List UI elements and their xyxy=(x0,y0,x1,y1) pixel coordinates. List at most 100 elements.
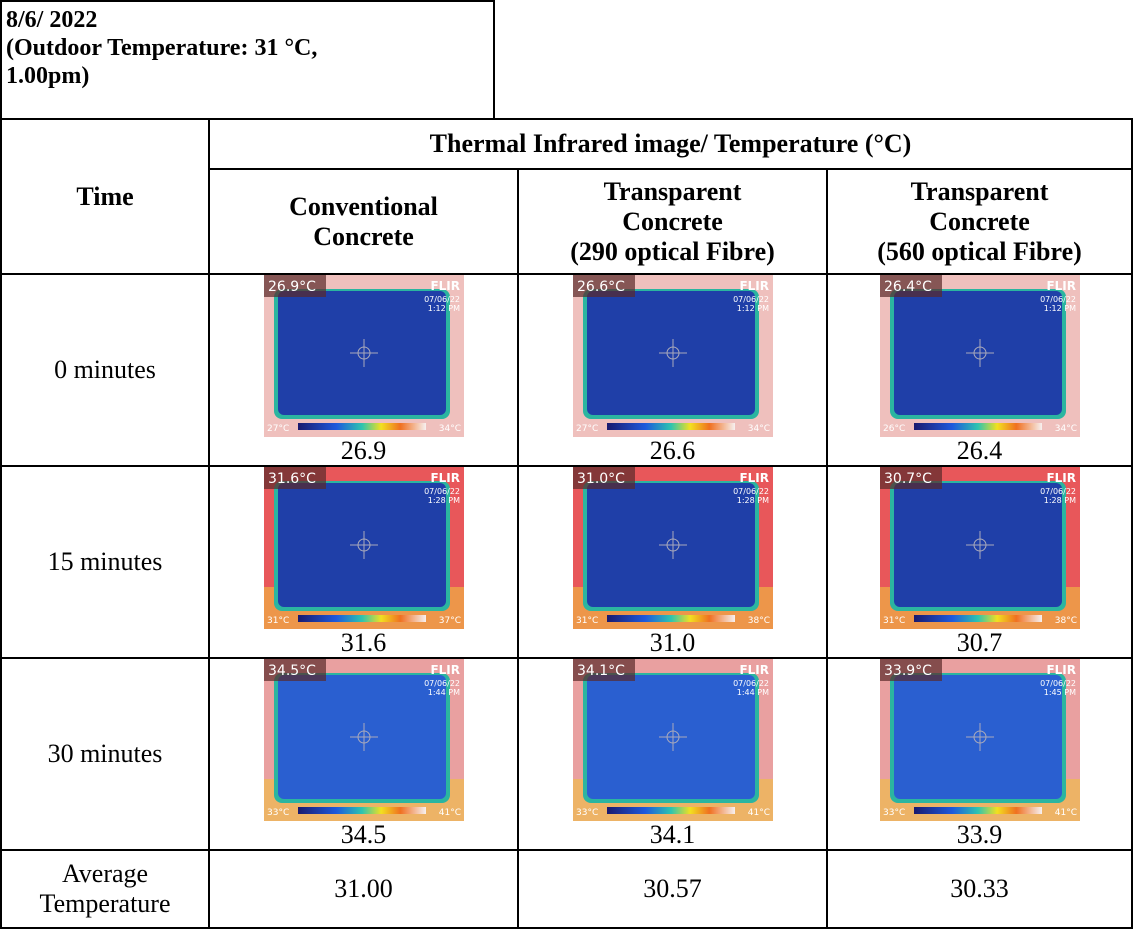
scale-min: 31°C xyxy=(576,616,598,626)
thermal-image: 26.9°C FLIR 07/06/221:12 PM 27°C 34°C xyxy=(264,275,464,437)
image-time: 1:44 PM xyxy=(427,688,459,697)
image-date: 07/06/22 xyxy=(424,679,460,688)
text-line: Concrete xyxy=(519,207,826,237)
text-line: 8/6/ 2022 xyxy=(6,6,493,34)
cell-value: 33.9 xyxy=(828,821,1131,849)
average-value: 31.00 xyxy=(209,850,518,928)
reading: 31.6°C xyxy=(268,471,316,487)
brand: FLIR xyxy=(430,279,460,293)
image-date: 07/06/22 xyxy=(424,295,460,304)
image-date: 07/06/22 xyxy=(733,487,769,496)
text-line: (290 optical Fibre) xyxy=(519,237,826,267)
time-cell: 15 minutes xyxy=(1,466,209,658)
cell-value: 34.1 xyxy=(519,821,826,849)
thermal-image: 33.9°CFLIR07/06/221:45 PM33°C41°C xyxy=(880,659,1080,821)
cell-value: 26.9 xyxy=(210,437,517,465)
brand: FLIR xyxy=(739,471,769,485)
reading: 34.5°C xyxy=(268,663,316,679)
scale-min: 33°C xyxy=(576,808,598,818)
page: 8/6/ 2022(Outdoor Temperature: 31 °C,1.0… xyxy=(0,0,1133,927)
scale-min: 26°C xyxy=(883,424,905,434)
scale-max: 38°C xyxy=(1054,616,1076,626)
image-cell: 34.1°CFLIR07/06/221:44 PM33°C41°C34.1 xyxy=(518,658,827,850)
reading: 30.7°C xyxy=(884,471,932,487)
scale-max: 38°C xyxy=(747,616,769,626)
text-line: (560 optical Fibre) xyxy=(828,237,1131,267)
text-line: 1.00pm) xyxy=(6,62,493,90)
text-line: Concrete xyxy=(210,222,517,252)
reading: 26.9°C xyxy=(268,279,316,295)
cell-value: 26.6 xyxy=(519,437,826,465)
image-date: 07/06/22 xyxy=(1040,679,1076,688)
reading: 26.4°C xyxy=(884,279,932,295)
time-cell: 30 minutes xyxy=(1,658,209,850)
scale-bar xyxy=(607,615,735,622)
scale-bar xyxy=(298,807,426,814)
scale-bar xyxy=(914,423,1042,430)
scale-max: 34°C xyxy=(1054,424,1076,434)
image-time: 1:28 PM xyxy=(1043,496,1075,505)
scale-bar xyxy=(607,807,735,814)
scale-max: 41°C xyxy=(747,808,769,818)
scale-max: 41°C xyxy=(438,808,460,818)
time-header: Time xyxy=(1,119,209,274)
text-line: Transparent xyxy=(828,177,1131,207)
image-date: 07/06/22 xyxy=(733,679,769,688)
scale-bar xyxy=(607,423,735,430)
image-time: 1:28 PM xyxy=(427,496,459,505)
scale-min: 31°C xyxy=(267,616,289,626)
brand: FLIR xyxy=(1046,279,1076,293)
image-date: 07/06/22 xyxy=(1040,295,1076,304)
time-cell: 0 minutes xyxy=(1,274,209,466)
thermal-image: 26.4°C FLIR 07/06/221:12 PM 26°C 34°C xyxy=(880,275,1080,437)
scale-bar xyxy=(298,423,426,430)
text-line: Transparent xyxy=(519,177,826,207)
brand: FLIR xyxy=(1046,471,1076,485)
cell-value: 26.4 xyxy=(828,437,1131,465)
image-time: 1:12 PM xyxy=(736,304,768,313)
cell-value: 31.6 xyxy=(210,629,517,657)
reading: 31.0°C xyxy=(577,471,625,487)
image-date: 07/06/22 xyxy=(1040,487,1076,496)
scale-max: 41°C xyxy=(1054,808,1076,818)
data-row: 15 minutes31.6°CFLIR07/06/221:28 PM31°C3… xyxy=(1,466,1132,658)
cell-value: 30.7 xyxy=(828,629,1131,657)
scale-bar xyxy=(914,807,1042,814)
brand: FLIR xyxy=(1046,663,1076,677)
cell-value: 34.5 xyxy=(210,821,517,849)
brand: FLIR xyxy=(430,471,460,485)
average-row: AverageTemperature31.0030.5730.33 xyxy=(1,850,1132,928)
reading: 34.1°C xyxy=(577,663,625,679)
reading: 26.6°C xyxy=(577,279,625,295)
image-time: 1:12 PM xyxy=(427,304,459,313)
scale-min: 27°C xyxy=(576,424,598,434)
scale-bar xyxy=(914,615,1042,622)
scale-min: 27°C xyxy=(267,424,289,434)
image-time: 1:12 PM xyxy=(1043,304,1075,313)
text-line: Average xyxy=(2,859,208,889)
reading: 33.9°C xyxy=(884,663,932,679)
scale-max: 34°C xyxy=(438,424,460,434)
column-header: TransparentConcrete(290 optical Fibre) xyxy=(518,169,827,274)
brand: FLIR xyxy=(430,663,460,677)
scale-min: 33°C xyxy=(883,808,905,818)
column-header: TransparentConcrete(560 optical Fibre) xyxy=(827,169,1132,274)
image-date: 07/06/22 xyxy=(733,295,769,304)
average-value: 30.57 xyxy=(518,850,827,928)
image-date: 07/06/22 xyxy=(424,487,460,496)
data-row: 0 minutes26.9°CFLIR07/06/221:12 PM27°C34… xyxy=(1,274,1132,466)
